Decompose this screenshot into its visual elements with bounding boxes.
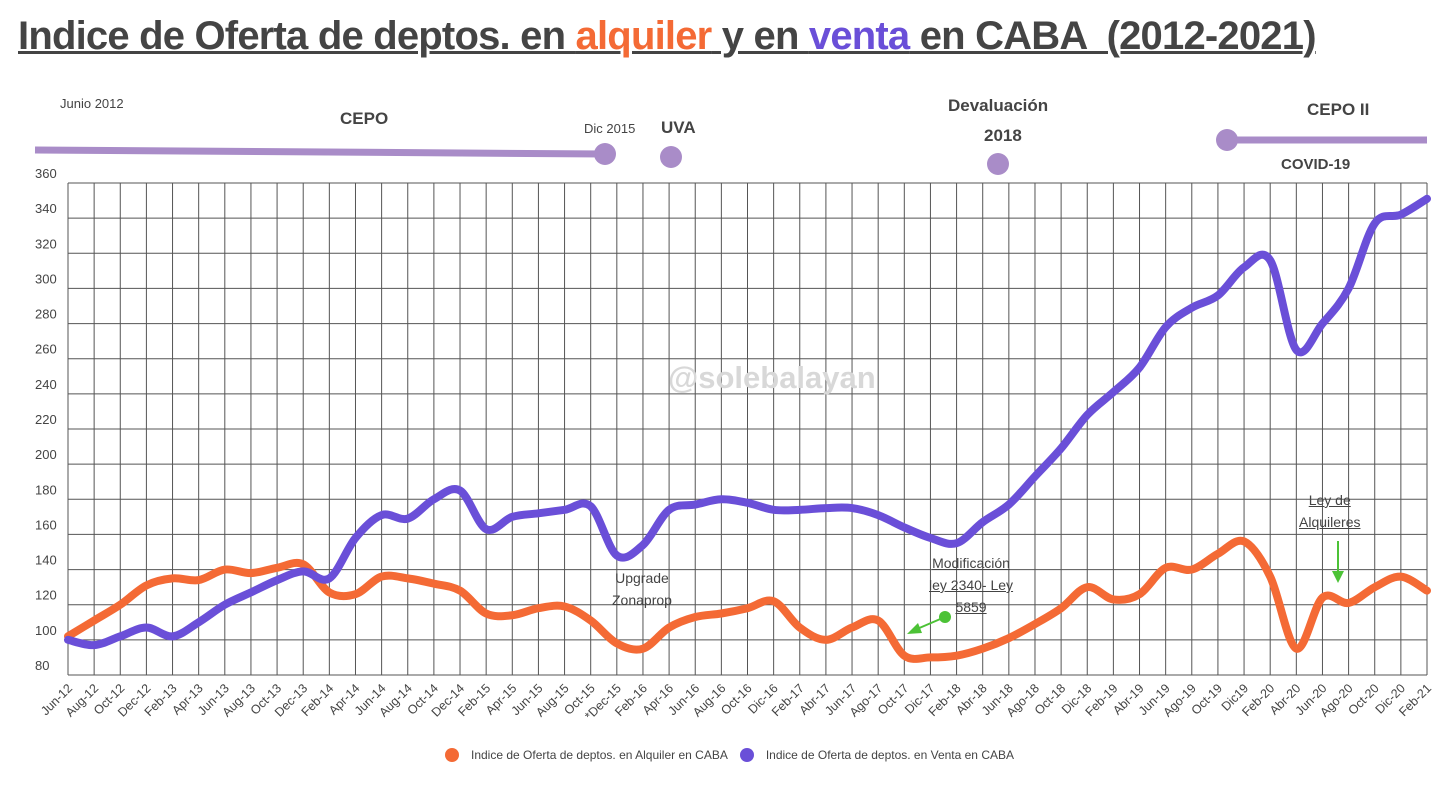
y-tick-label: 80 bbox=[35, 658, 49, 673]
y-tick-label: 120 bbox=[35, 588, 57, 603]
y-tick-label: 240 bbox=[35, 377, 57, 392]
y-tick-label: 320 bbox=[35, 236, 57, 251]
y-tick-label: 280 bbox=[35, 307, 57, 322]
title-alquiler: alquiler bbox=[575, 14, 713, 58]
annotation-upgrade-zonaprop: Upgrade Zonaprop bbox=[612, 567, 672, 611]
timeline-junio-2012: Junio 2012 bbox=[60, 96, 124, 111]
timeline-cepo-ii-marker bbox=[1216, 129, 1238, 151]
timeline-cepo: CEPO bbox=[340, 109, 389, 128]
timeline-devaluacion: Devaluación bbox=[948, 96, 1049, 115]
title-venta: venta bbox=[808, 14, 910, 58]
y-tick-label: 140 bbox=[35, 553, 57, 568]
annotation-upgrade-line1: Upgrade bbox=[615, 570, 669, 586]
annotation-ley-line2: Alquileres bbox=[1299, 514, 1361, 530]
annotation-upgrade-line2: Zonaprop bbox=[612, 592, 672, 608]
annotation-modificacion-ley: Modificación ley 2340- Ley 5859 bbox=[929, 552, 1013, 618]
legend-marker-alquiler bbox=[445, 748, 459, 762]
timeline-uva: UVA bbox=[661, 118, 696, 137]
annotation-modif-line1: Modificación bbox=[932, 555, 1010, 571]
legend-marker-venta bbox=[739, 748, 754, 762]
y-tick-label: 260 bbox=[35, 342, 57, 357]
timeline-cepo-ii: CEPO II bbox=[1307, 100, 1370, 119]
title-part1: Indice de Oferta de deptos. en bbox=[18, 14, 576, 58]
timeline-2018: 2018 bbox=[984, 126, 1022, 145]
modificacion-arrow-head-icon bbox=[907, 623, 922, 634]
annotation-modif-line2: ley 2340- Ley bbox=[929, 577, 1014, 593]
ley-alquileres-arrow-head-icon bbox=[1332, 571, 1344, 583]
chart-title: Indice de Oferta de deptos. en alquiler … bbox=[18, 14, 1317, 59]
title-part3: en CABA (2012-2021) bbox=[909, 14, 1317, 58]
y-tick-label: 160 bbox=[35, 517, 57, 532]
y-tick-label: 220 bbox=[35, 412, 57, 427]
timeline-dic-2015: Dic 2015 bbox=[584, 121, 636, 136]
y-tick-label: 200 bbox=[35, 447, 57, 462]
timeline-dic2015-marker bbox=[594, 143, 616, 165]
modificacion-arrow-dot bbox=[939, 611, 951, 623]
y-tick-label: 340 bbox=[35, 201, 57, 216]
y-tick-label: 360 bbox=[35, 166, 57, 181]
annotation-ley-line1: Ley de bbox=[1308, 492, 1351, 508]
y-tick-label: 300 bbox=[35, 271, 57, 286]
annotation-ley-alquileres: Ley de Alquileres bbox=[1299, 489, 1360, 533]
timeline-2018-marker bbox=[987, 153, 1009, 175]
annotation-modif-line3: 5859 bbox=[955, 599, 987, 615]
series-line-venta bbox=[64, 194, 1431, 650]
title-part2: y en bbox=[711, 14, 809, 58]
y-tick-label: 100 bbox=[35, 623, 57, 638]
timeline-covid: COVID-19 bbox=[1281, 156, 1351, 173]
timeline-uva-marker bbox=[660, 146, 682, 168]
watermark: @solebalayan bbox=[668, 360, 876, 395]
timeline-cepo-bar bbox=[34, 146, 606, 158]
legend-label-alquiler: Indice de Oferta de deptos. en Alquiler … bbox=[471, 748, 728, 762]
legend: Indice de Oferta de deptos. en Alquiler … bbox=[445, 748, 1014, 762]
y-tick-label: 180 bbox=[35, 482, 57, 497]
legend-label-venta: Indice de Oferta de deptos. en Venta en … bbox=[765, 748, 1014, 762]
